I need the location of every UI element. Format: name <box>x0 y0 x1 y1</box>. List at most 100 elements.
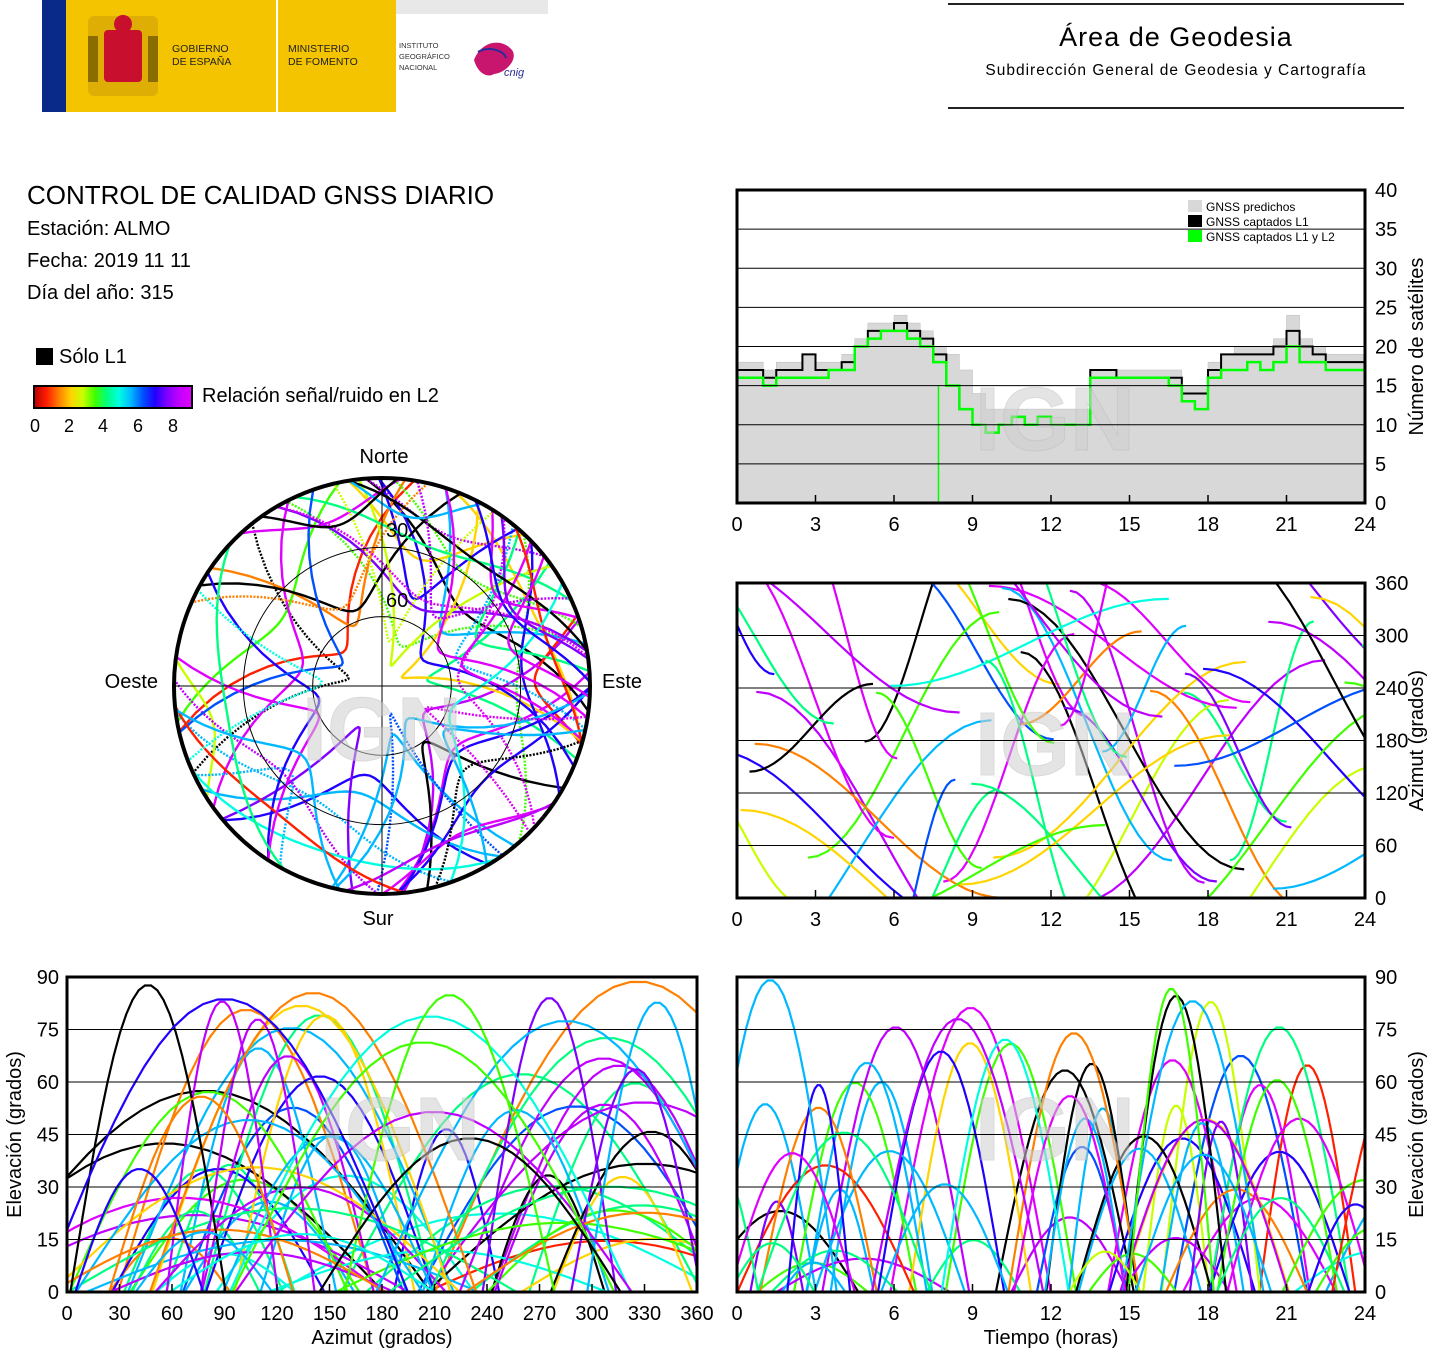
y-tick-label: 360 <box>1375 573 1408 595</box>
ea-track <box>549 1130 697 1292</box>
x-tick-label: 0 <box>731 1303 742 1325</box>
az-track <box>1018 630 1142 726</box>
et-track <box>908 1042 1033 1292</box>
y-tick-label: 40 <box>1375 180 1397 202</box>
et-track <box>1127 988 1215 1292</box>
sky-track <box>223 773 490 866</box>
y-tick-label: 120 <box>1375 783 1408 805</box>
ign-line1: INSTITUTO <box>399 41 439 50</box>
az-track <box>1272 852 1365 890</box>
sky-track <box>345 802 555 892</box>
sky-track <box>201 788 502 858</box>
ea-track <box>335 1221 697 1292</box>
az-track <box>756 690 919 898</box>
sky-track <box>520 540 561 795</box>
x-tick-label: 0 <box>61 1303 72 1325</box>
header-top-rule <box>948 3 1404 5</box>
az-track <box>1045 583 1128 759</box>
sky-track <box>394 686 590 894</box>
az-track <box>1206 713 1365 898</box>
ea-track <box>67 998 409 1292</box>
sky-track <box>215 543 286 871</box>
x-tick-label: 15 <box>1118 1303 1140 1325</box>
az-track <box>737 753 906 898</box>
area-title: Área de Geodesia <box>1059 22 1293 52</box>
ea-track <box>228 1015 632 1292</box>
az-track <box>1202 667 1365 799</box>
sky-track <box>174 658 217 799</box>
elevation-time-chart: IGN 0 15 30 45 60 75 90 0 3 6 9 12 15 18 21 24 Tiempo (ho… <box>731 967 1428 1349</box>
logo-svg: GOBIERNO DE ESPAÑA MINISTERIO DE FOMENTO… <box>42 0 548 112</box>
sky-track <box>174 711 452 884</box>
az-track <box>1102 624 1187 753</box>
ea-track <box>67 1166 461 1292</box>
y-tick-label: 60 <box>1375 836 1397 858</box>
az-track <box>737 621 775 676</box>
sky-track <box>507 555 590 699</box>
ea-track <box>67 1196 384 1292</box>
x-tick-label: 12 <box>1040 514 1062 536</box>
x-tick-label: 90 <box>213 1303 235 1325</box>
ea-track <box>491 1064 697 1292</box>
et-track <box>1159 1122 1245 1292</box>
ea-track <box>169 1233 435 1292</box>
ea-track <box>433 980 697 1292</box>
y-tick-label: 30 <box>37 1177 59 1199</box>
az-track <box>1059 583 1109 727</box>
ea-track <box>204 1075 436 1292</box>
sky-track <box>474 499 590 683</box>
x-tick-label: 60 <box>161 1303 183 1325</box>
snr-colorbar <box>33 385 193 409</box>
ea-track <box>275 1212 697 1292</box>
et-track <box>1142 1104 1211 1292</box>
ministry-line2: DE FOMENTO <box>288 56 358 68</box>
az-track <box>864 583 934 743</box>
ea-track <box>586 1001 697 1292</box>
y-tick-label: 75 <box>37 1020 59 1042</box>
legend-swatch <box>1188 230 1202 242</box>
sky-track <box>348 479 483 520</box>
x-tick-label: 18 <box>1197 909 1219 931</box>
az-track <box>988 584 1237 709</box>
gov-line1: GOBIERNO <box>172 43 229 55</box>
sky-track <box>212 499 305 809</box>
az-track <box>749 682 874 773</box>
et-track <box>925 1239 1022 1292</box>
station-text: Estación: ALMO <box>27 218 171 240</box>
ea-track <box>520 1237 697 1292</box>
ea-track <box>67 1207 518 1292</box>
ea-track <box>108 1095 295 1292</box>
az-track <box>1174 688 1365 767</box>
y-tick-label: 5 <box>1375 454 1386 476</box>
az-track <box>967 583 1055 745</box>
sky-track <box>460 540 584 742</box>
x-axis-label: Azimut (grados) <box>311 1327 452 1349</box>
az-track <box>827 719 992 898</box>
x-tick-label: 9 <box>967 909 978 931</box>
legend-label: GNSS captados L1 y L2 <box>1206 230 1335 244</box>
snr-tick: 0 <box>30 416 41 436</box>
ea-track <box>234 1111 633 1292</box>
ea-track <box>552 1176 694 1292</box>
ea-track <box>458 1057 697 1292</box>
x-tick-label: 3 <box>810 909 821 931</box>
sky-track <box>365 478 590 713</box>
sky-track <box>377 478 519 601</box>
y-tick-label: 30 <box>1375 258 1397 280</box>
west-label: Oeste <box>105 671 158 693</box>
x-tick-label: 15 <box>1118 514 1140 536</box>
et-track <box>1010 1216 1130 1292</box>
sky-track <box>442 727 586 866</box>
az-track <box>1008 597 1245 871</box>
ign-line3: NACIONAL <box>399 63 437 72</box>
sky-track <box>187 588 323 762</box>
sky-track <box>206 571 321 861</box>
ea-track <box>318 1137 622 1292</box>
x-tick-label: 0 <box>731 514 742 536</box>
gov-line2: DE ESPAÑA <box>172 55 231 68</box>
satellite-count-chart: IGN 0 5 10 15 20 25 30 35 40 0 3 6 9 12 15 18 21 24 Número … <box>731 180 1428 536</box>
az-track <box>807 611 1000 859</box>
sky-track <box>421 740 564 890</box>
x-tick-label: 30 <box>108 1303 130 1325</box>
